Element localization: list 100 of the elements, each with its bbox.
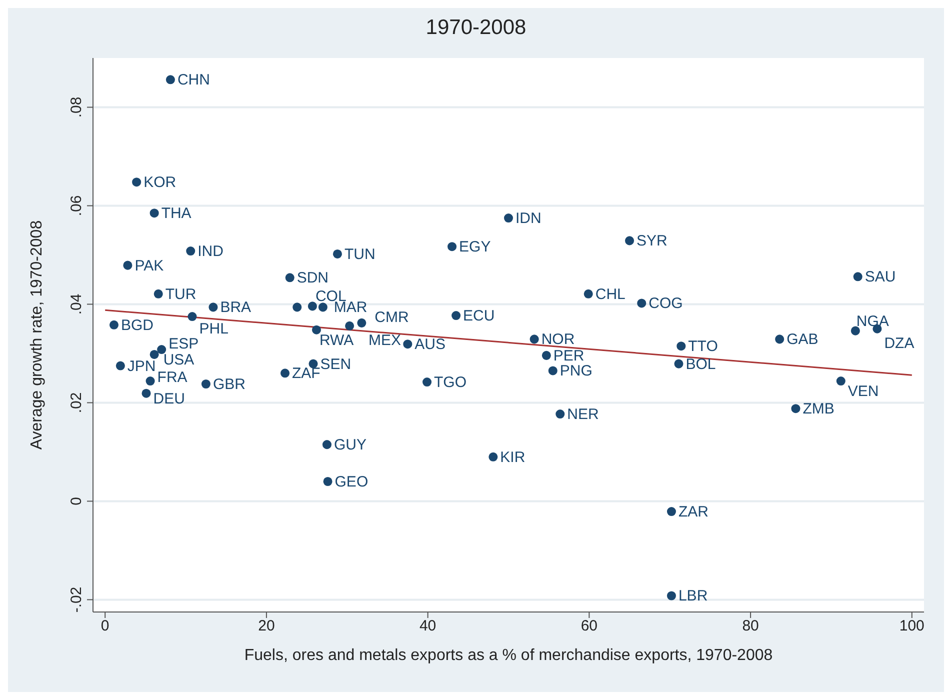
point [345,321,354,330]
annotation: KOR [144,174,176,192]
point [116,361,125,370]
annotation: NOR [541,331,575,348]
annotation: JPN [127,358,156,375]
annotation: LBR [678,588,708,605]
annotation: ECU [463,308,495,325]
point [154,289,163,298]
point [292,302,302,312]
annotation: TGO [434,374,467,392]
point [188,312,197,322]
point [548,366,558,376]
annotation: GBR [212,376,246,393]
x-tick-label: 80 [742,618,759,635]
annotation: ZMB [802,400,834,418]
annotation: NER [567,406,599,424]
y-tick-label: .04 [68,294,85,315]
x-tick-label: 100 [899,618,924,635]
point [157,345,166,354]
annotation: ZAF [292,365,320,382]
point [186,246,196,256]
annotation: IND [198,243,224,260]
point [123,260,132,270]
point [625,236,634,246]
chart-title: 1970-2008 [424,16,528,40]
y-tick-label: .08 [68,96,85,118]
x-tick-label: 60 [580,618,598,635]
point [775,334,784,344]
annotation: NGA [856,312,889,330]
y-tick-label: .06 [68,195,85,216]
annotation: TUN [344,246,376,263]
x-tick-label: 40 [419,618,436,635]
annotation: SEN [320,356,352,373]
x-tick-label: 0 [100,618,110,635]
point [422,378,432,387]
annotation: BOL [686,356,716,373]
annotation: TTO [688,338,718,356]
annotation: DZA [884,334,914,352]
annotation: CMR [374,308,409,326]
y-tick-label: 0 [68,497,85,506]
point [676,342,686,351]
x-tick-label: 20 [258,618,275,635]
annotation: RWA [319,332,354,349]
annotation: THA [161,205,192,222]
point [452,311,461,320]
point [332,249,342,258]
annotation: GEO [334,474,368,490]
annotation: SDN [296,270,329,287]
point [201,379,210,389]
point [280,368,290,378]
point [308,302,317,311]
annotation: COG [648,295,683,312]
point [150,208,159,218]
annotation: GUY [334,436,366,454]
annotation: SAU [864,268,896,286]
annotation: PAK [134,257,164,274]
point [150,350,159,359]
point [542,350,551,360]
annotation: PER [553,347,584,364]
y-tick-label: -.02 [68,586,85,613]
point [791,404,800,414]
point [285,273,294,282]
point [403,340,412,349]
annotation: CHL [595,286,626,303]
annotation: AUS [414,336,446,354]
point [504,214,514,223]
annotation: TUR [165,286,196,303]
point [357,318,366,328]
point [322,440,332,450]
annotation: ZAR [678,504,709,521]
point [132,178,142,187]
point [853,272,862,282]
point [836,376,846,386]
annotation: DEU [153,390,185,408]
x-axis-title: Fuels, ores and metals exports as a % of merchandise exports, 1970-2008 [244,647,773,664]
annotation: FRA [157,369,188,386]
point [637,298,646,308]
annotation: MEX [368,332,402,349]
point [448,242,457,252]
point [666,591,676,600]
point [556,410,565,419]
point [666,507,676,516]
annotation: PHL [199,320,228,338]
point [109,320,118,330]
point [312,325,321,334]
annotation: USA [163,351,194,368]
annotation: GAB [786,331,818,348]
annotation: BGD [120,316,154,334]
point [850,326,860,336]
annotation: IDN [516,210,542,228]
point [674,359,684,368]
annotation: KIR [500,448,526,466]
annotation: CHN [177,72,210,89]
point [323,476,332,486]
point [146,376,155,386]
annotation: VEN [848,383,879,400]
annotation: BRA [220,299,252,316]
point [166,75,175,84]
point [530,334,539,344]
point [318,302,328,312]
